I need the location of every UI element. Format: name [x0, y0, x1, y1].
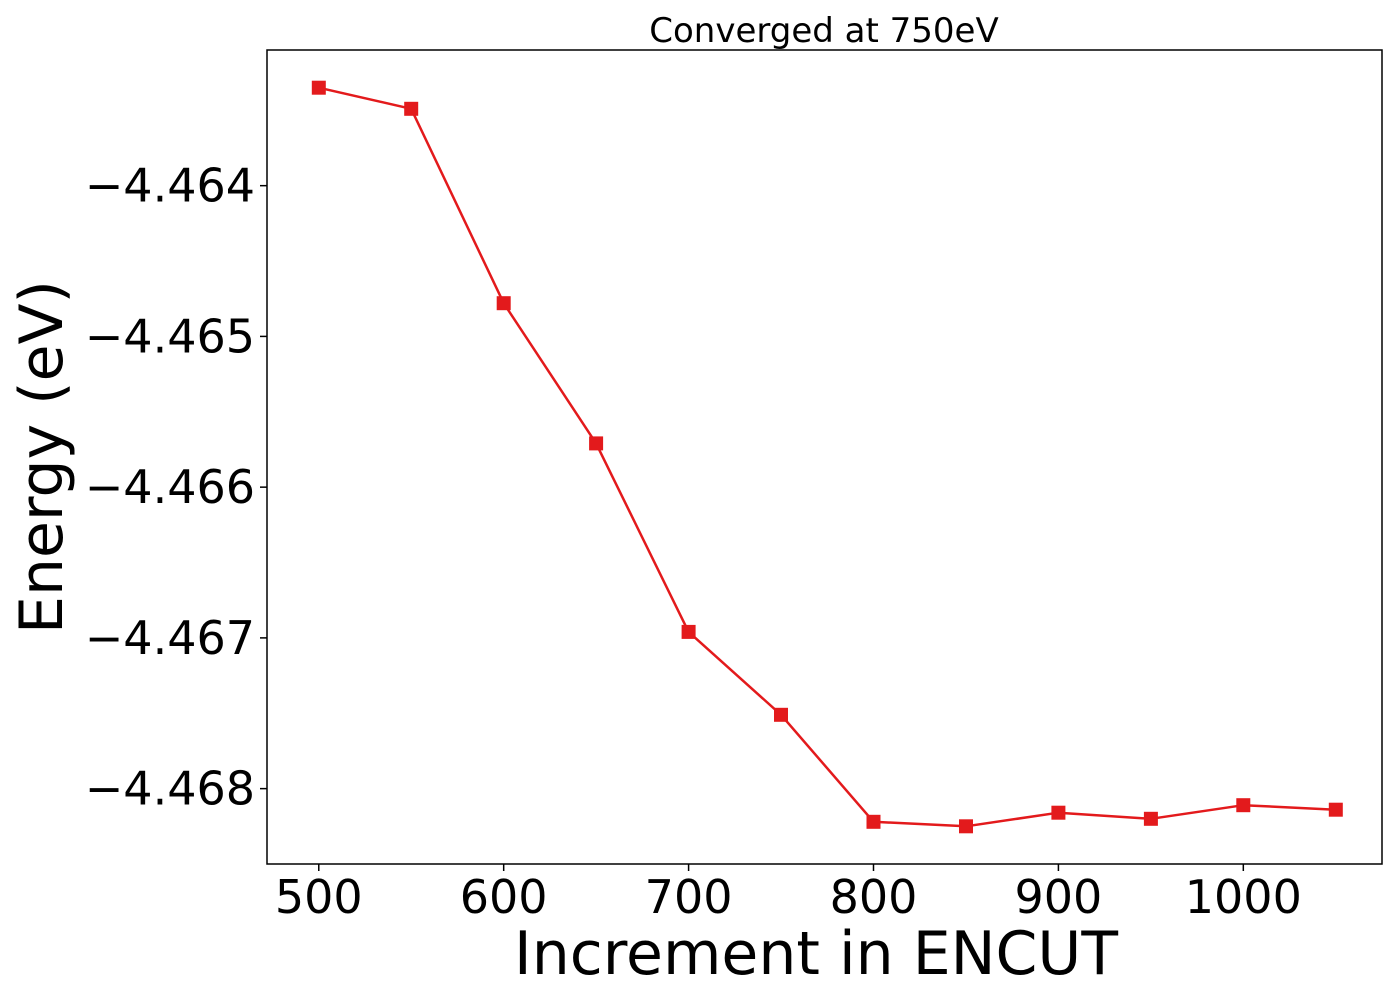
- chart-title: Converged at 750eV: [649, 11, 998, 51]
- data-point-marker: [589, 436, 604, 451]
- y-tick-label: −4.467: [85, 611, 255, 665]
- data-point-marker: [311, 80, 326, 95]
- x-tick-label: 900: [1015, 870, 1103, 924]
- data-point-marker: [496, 296, 511, 311]
- x-axis-label: Increment in ENCUT: [514, 919, 1118, 989]
- data-point-marker: [1143, 811, 1158, 826]
- series-line: [318, 86, 1336, 828]
- data-point-marker: [866, 814, 881, 829]
- data-point-marker: [774, 707, 788, 722]
- x-tick-label: 500: [275, 870, 363, 924]
- x-axis-ticks: 500 600 700 800 900 1000: [275, 864, 1302, 924]
- y-tick-label: −4.466: [85, 460, 255, 514]
- plot-area: [266, 49, 1383, 865]
- series-layer: [311, 80, 1343, 834]
- y-tick-label: −4.468: [85, 762, 255, 816]
- x-tick-label: 1000: [1185, 870, 1302, 924]
- x-tick-label: 700: [645, 870, 733, 924]
- y-axis-ticks: −4.464 −4.465 −4.466 −4.467 −4.468: [85, 159, 267, 816]
- y-axis-label: Energy (eV): [7, 280, 77, 634]
- data-point-marker: [959, 819, 973, 834]
- x-tick-label: 600: [460, 870, 548, 924]
- data-point-marker: [1051, 805, 1066, 820]
- x-tick-label: 800: [830, 870, 918, 924]
- data-point-marker: [1236, 798, 1251, 813]
- data-point-marker: [404, 101, 419, 116]
- y-tick-label: −4.464: [85, 159, 255, 213]
- data-point-marker: [681, 624, 696, 639]
- y-tick-label: −4.465: [85, 309, 255, 363]
- data-point-marker: [1328, 802, 1343, 817]
